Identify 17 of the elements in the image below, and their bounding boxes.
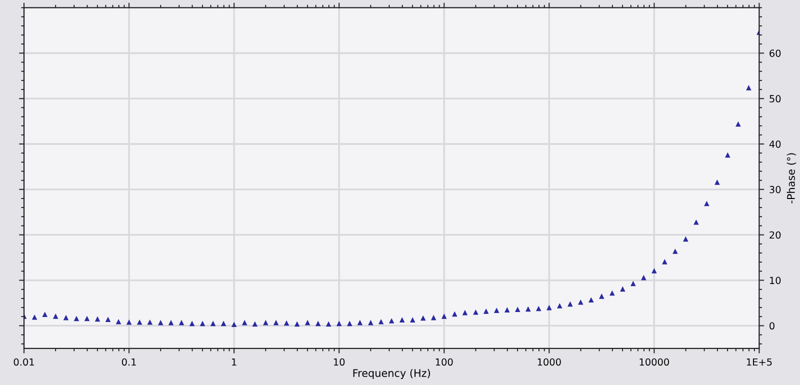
x-tick-label: 1E+5: [746, 358, 772, 366]
x-axis-title: Frequency (Hz): [353, 368, 430, 380]
y-tick-label: 30: [770, 186, 781, 194]
y-tick-label: 0: [770, 322, 774, 330]
y-tick-label: 40: [769, 140, 781, 148]
x-tick-label: 10: [334, 358, 345, 366]
x-tick-label: 100: [436, 358, 453, 366]
x-tick-label: 1000: [538, 358, 561, 366]
x-tick-label: 1: [232, 358, 236, 366]
x-tick-label: 0.1: [122, 358, 136, 366]
y-tick-label: 20: [770, 231, 781, 239]
x-tick-label: 0.01: [14, 358, 34, 366]
y-tick-label: 10: [770, 276, 781, 284]
y-tick-label: 50: [770, 95, 781, 102]
y-tick-label: 60: [770, 50, 781, 57]
y-axis-title: -Phase (°): [786, 153, 796, 204]
x-tick-label: 10000: [640, 358, 669, 366]
